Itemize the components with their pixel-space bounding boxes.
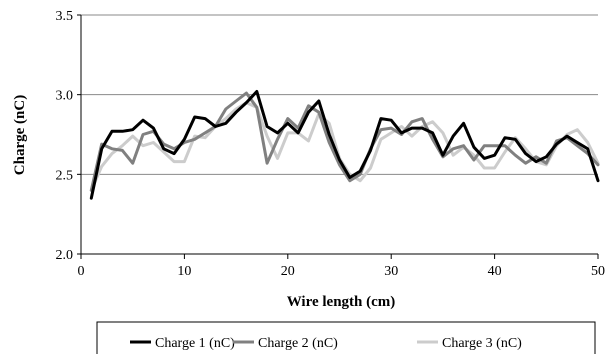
legend-box <box>96 321 596 354</box>
y-tick-label: 2.0 <box>56 248 74 263</box>
y-tick-label: 3.5 <box>56 9 74 24</box>
series-line-1 <box>89 90 600 200</box>
x-tick-labels: 0 10 20 30 40 50 <box>78 264 606 279</box>
x-axis-title: Wire length (cm) <box>287 294 396 310</box>
y-axis-title: Charge (nC) <box>12 95 28 175</box>
legend-label-3: Charge 3 (nC) <box>442 336 522 351</box>
grid-lines <box>81 14 598 175</box>
legend-label-2: Charge 2 (nC) <box>258 336 338 351</box>
y-tick-label: 3.0 <box>56 89 74 104</box>
x-tick-label: 40 <box>488 264 502 279</box>
x-tick-label: 20 <box>281 264 295 279</box>
series-line-2 <box>89 91 600 192</box>
legend-label-1: Charge 1 (nC) <box>155 336 235 351</box>
x-tick-label: 30 <box>384 264 398 279</box>
axes <box>77 14 599 259</box>
x-tick-label: 50 <box>591 264 605 279</box>
legend: Charge 1 (nC) Charge 2 (nC) Charge 3 (nC) <box>96 321 596 354</box>
x-tick-label: 10 <box>177 264 191 279</box>
series-lines <box>89 90 600 200</box>
y-tick-label: 2.5 <box>56 168 74 183</box>
x-tick-label: 0 <box>78 264 85 279</box>
y-tick-labels: 2.0 2.5 3.0 3.5 <box>56 9 74 263</box>
